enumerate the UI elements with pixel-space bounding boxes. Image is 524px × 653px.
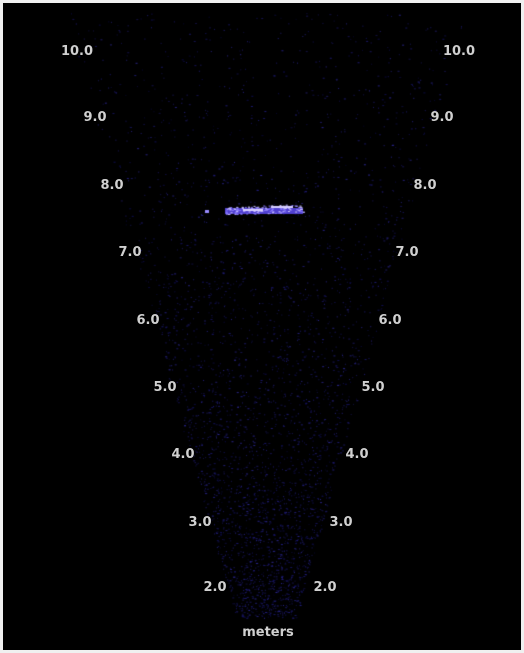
range-label-right-7: 7.0 [395,245,419,260]
range-label-left-7: 7.0 [118,245,142,260]
range-label-right-5: 5.0 [361,380,385,395]
range-label-right-6: 6.0 [378,313,402,328]
range-label-right-2: 2.0 [313,580,337,595]
range-label-left-5: 5.0 [153,380,177,395]
range-label-left-8: 8.0 [100,178,124,193]
range-label-left-10: 10.0 [60,44,94,59]
range-label-right-8: 8.0 [413,178,437,193]
sonar-echo-canvas [3,3,521,650]
range-label-left-2: 2.0 [203,580,227,595]
sonar-display: 10.0 9.0 8.0 7.0 6.0 5.0 4.0 3.0 2.0 10.… [3,3,521,650]
range-label-left-4: 4.0 [171,447,195,462]
range-label-left-3: 3.0 [188,515,212,530]
range-label-right-9: 9.0 [430,110,454,125]
range-label-left-6: 6.0 [136,313,160,328]
range-label-right-3: 3.0 [329,515,353,530]
range-label-right-10: 10.0 [442,44,476,59]
range-label-right-4: 4.0 [345,447,369,462]
unit-label: meters [242,625,294,640]
range-label-left-9: 9.0 [83,110,107,125]
